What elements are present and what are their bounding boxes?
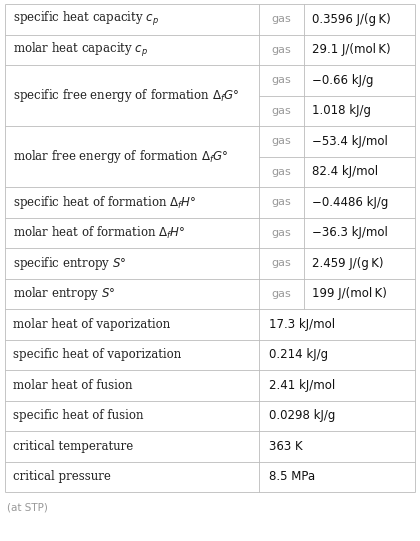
Text: 0.3596 J/(g K): 0.3596 J/(g K): [312, 13, 391, 26]
Text: 17.3 kJ/mol: 17.3 kJ/mol: [269, 318, 335, 331]
Text: specific heat capacity $c_p$: specific heat capacity $c_p$: [13, 10, 159, 28]
Text: 199 J/(mol K): 199 J/(mol K): [312, 287, 387, 300]
Text: specific heat of formation $\Delta_f H°$: specific heat of formation $\Delta_f H°$: [13, 194, 197, 211]
Text: −0.4486 kJ/g: −0.4486 kJ/g: [312, 196, 389, 209]
Text: 82.4 kJ/mol: 82.4 kJ/mol: [312, 165, 378, 178]
Text: −53.4 kJ/mol: −53.4 kJ/mol: [312, 135, 388, 148]
Text: specific entropy $S°$: specific entropy $S°$: [13, 255, 126, 272]
Text: gas: gas: [272, 14, 291, 24]
Text: −0.66 kJ/g: −0.66 kJ/g: [312, 74, 374, 87]
Text: gas: gas: [272, 167, 291, 177]
Text: 1.018 kJ/g: 1.018 kJ/g: [312, 104, 371, 117]
Text: 0.214 kJ/g: 0.214 kJ/g: [269, 348, 328, 361]
Text: critical temperature: critical temperature: [13, 440, 133, 453]
Text: gas: gas: [272, 289, 291, 299]
Text: gas: gas: [272, 258, 291, 268]
Text: gas: gas: [272, 75, 291, 85]
Text: molar heat of formation $\Delta_f H°$: molar heat of formation $\Delta_f H°$: [13, 225, 186, 241]
Text: molar entropy $S°$: molar entropy $S°$: [13, 285, 116, 302]
Text: molar free energy of formation $\Delta_f G°$: molar free energy of formation $\Delta_f…: [13, 148, 228, 165]
Text: 29.1 J/(mol K): 29.1 J/(mol K): [312, 43, 391, 56]
Text: specific heat of fusion: specific heat of fusion: [13, 409, 144, 422]
Text: 363 K: 363 K: [269, 440, 303, 453]
Text: specific free energy of formation $\Delta_f G°$: specific free energy of formation $\Delt…: [13, 87, 239, 104]
Text: molar heat of vaporization: molar heat of vaporization: [13, 318, 170, 331]
Text: 2.459 J/(g K): 2.459 J/(g K): [312, 257, 384, 270]
Text: gas: gas: [272, 136, 291, 146]
Text: −36.3 kJ/mol: −36.3 kJ/mol: [312, 226, 388, 239]
Text: molar heat of fusion: molar heat of fusion: [13, 379, 132, 392]
Text: gas: gas: [272, 228, 291, 237]
Text: specific heat of vaporization: specific heat of vaporization: [13, 348, 181, 361]
Text: (at STP): (at STP): [7, 502, 48, 512]
Text: gas: gas: [272, 197, 291, 207]
Text: 8.5 MPa: 8.5 MPa: [269, 470, 315, 483]
Text: molar heat capacity $c_p$: molar heat capacity $c_p$: [13, 41, 148, 59]
Text: gas: gas: [272, 45, 291, 55]
Text: 2.41 kJ/mol: 2.41 kJ/mol: [269, 379, 336, 392]
Text: critical pressure: critical pressure: [13, 470, 111, 483]
Text: gas: gas: [272, 105, 291, 116]
Text: 0.0298 kJ/g: 0.0298 kJ/g: [269, 409, 336, 422]
